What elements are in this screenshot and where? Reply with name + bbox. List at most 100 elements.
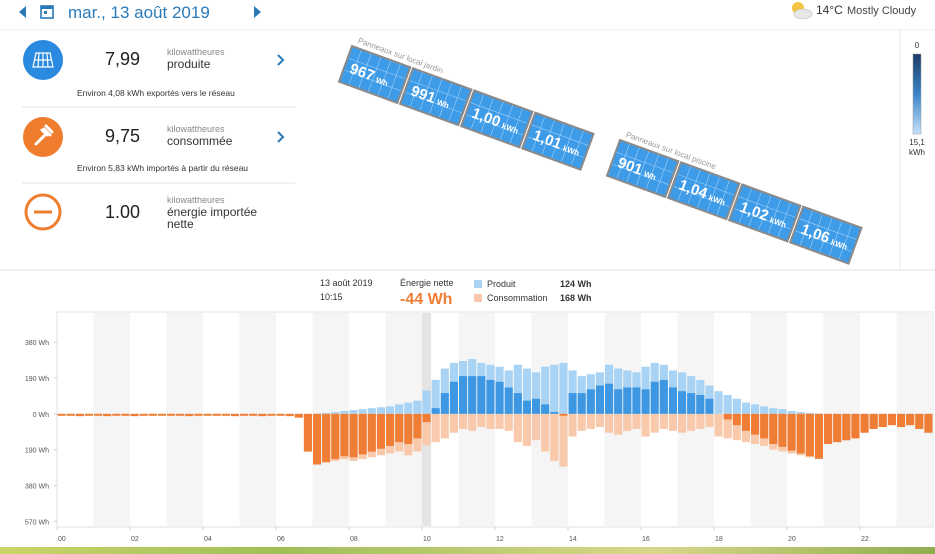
- bar: [176, 413, 185, 416]
- bar: [185, 413, 194, 417]
- bar: [404, 413, 413, 445]
- bar: [659, 413, 668, 429]
- unit: kilowattheures: [167, 47, 225, 57]
- bar: [650, 381, 659, 414]
- panel-cell: [429, 79, 443, 114]
- x-tick-label: 00: [58, 536, 66, 543]
- bar: [376, 413, 385, 449]
- net-icon: [24, 193, 62, 231]
- bar: [130, 413, 139, 417]
- bar: [468, 413, 477, 431]
- bar: [887, 413, 896, 426]
- panel-cell: [409, 72, 423, 107]
- calendar-icon[interactable]: [40, 5, 54, 19]
- bar: [313, 413, 322, 465]
- bar: [267, 413, 276, 416]
- bar: [376, 407, 385, 414]
- bar: [787, 413, 796, 451]
- scale-min: 0: [915, 41, 920, 50]
- x-tick-label: 14: [569, 536, 577, 543]
- plug-glyph: [34, 124, 54, 146]
- temperature: 14°C: [816, 3, 843, 17]
- panel-cell: [673, 186, 730, 208]
- bar: [486, 379, 495, 414]
- bar: [623, 413, 632, 431]
- panel-cell: [470, 94, 484, 129]
- legend-label: Consommation: [487, 293, 548, 303]
- bar: [468, 376, 477, 414]
- panel-cell: [738, 196, 796, 218]
- consumed-link[interactable]: [277, 131, 285, 143]
- bar: [586, 413, 595, 429]
- bar: [340, 413, 349, 457]
- panel-cell: [626, 147, 640, 182]
- bar: [805, 412, 814, 414]
- panel-cell: [687, 170, 701, 205]
- bar: [897, 413, 906, 428]
- bar: [550, 413, 559, 461]
- panel-cell: [748, 192, 762, 227]
- bar: [796, 413, 805, 454]
- x-tick-label: 02: [131, 536, 139, 543]
- legend-label: Produit: [487, 279, 516, 289]
- panel-value-unit: Wh: [435, 98, 450, 111]
- panel-cell: [532, 117, 545, 152]
- label: consommée: [167, 134, 233, 148]
- bar: [550, 411, 559, 414]
- bar: [732, 398, 741, 414]
- panel-cell: [612, 163, 669, 185]
- x-tick-label: 08: [350, 536, 358, 543]
- bar: [522, 413, 531, 446]
- panel-value-unit: Wh: [642, 169, 657, 182]
- bar: [878, 413, 887, 428]
- bar: [559, 362, 568, 414]
- bar: [833, 413, 842, 443]
- panel-cell: [387, 64, 401, 99]
- panel-cell: [655, 158, 669, 193]
- scale-unit: kWh: [909, 148, 925, 157]
- bar: [358, 413, 367, 455]
- bar: [705, 398, 714, 414]
- x-tick-label: 04: [204, 536, 212, 543]
- bar: [431, 379, 440, 414]
- bar: [641, 413, 650, 437]
- panel-cell: [344, 69, 401, 91]
- tooltip-net-value: -44 Wh: [400, 291, 452, 308]
- panel-cell: [768, 199, 781, 234]
- bar: [641, 389, 650, 414]
- prev-day[interactable]: [19, 6, 26, 18]
- panel-cell: [500, 105, 513, 140]
- bar: [440, 413, 449, 439]
- bar: [687, 393, 696, 414]
- bar: [924, 413, 933, 433]
- panel-cell: [466, 114, 523, 136]
- bar: [367, 408, 376, 414]
- panel-group: Panneaux sur local jardin967Wh991Wh1,00k…: [337, 36, 595, 171]
- date[interactable]: mar., 13 août 2019: [68, 3, 210, 22]
- bar: [449, 413, 458, 433]
- bar: [459, 413, 468, 429]
- bar: [121, 413, 130, 416]
- panel-cell: [419, 76, 433, 111]
- panel-value-unit: Wh: [374, 75, 389, 88]
- bar: [605, 413, 614, 433]
- bar: [422, 390, 431, 414]
- bar: [632, 387, 641, 414]
- panel-cell: [829, 221, 843, 256]
- x-tick-label: 20: [788, 536, 796, 543]
- bar: [668, 413, 677, 431]
- bar: [568, 370, 577, 414]
- panel-cell: [819, 218, 833, 253]
- panel-cell: [490, 101, 504, 136]
- plot: 380 Wh 190 Wh 0 Wh 190 Wh 380 Wh 570 Wh 00 02 04…: [25, 311, 934, 543]
- hour-stripe: [239, 313, 276, 526]
- note: Environ 4,08 kWh exportés vers le réseau: [77, 88, 235, 98]
- produced-link[interactable]: [277, 54, 285, 66]
- bar: [760, 413, 769, 439]
- bar: [723, 413, 732, 439]
- bar: [851, 413, 860, 439]
- next-day[interactable]: [254, 6, 261, 18]
- panel-cell: [738, 188, 752, 223]
- bar: [541, 413, 550, 452]
